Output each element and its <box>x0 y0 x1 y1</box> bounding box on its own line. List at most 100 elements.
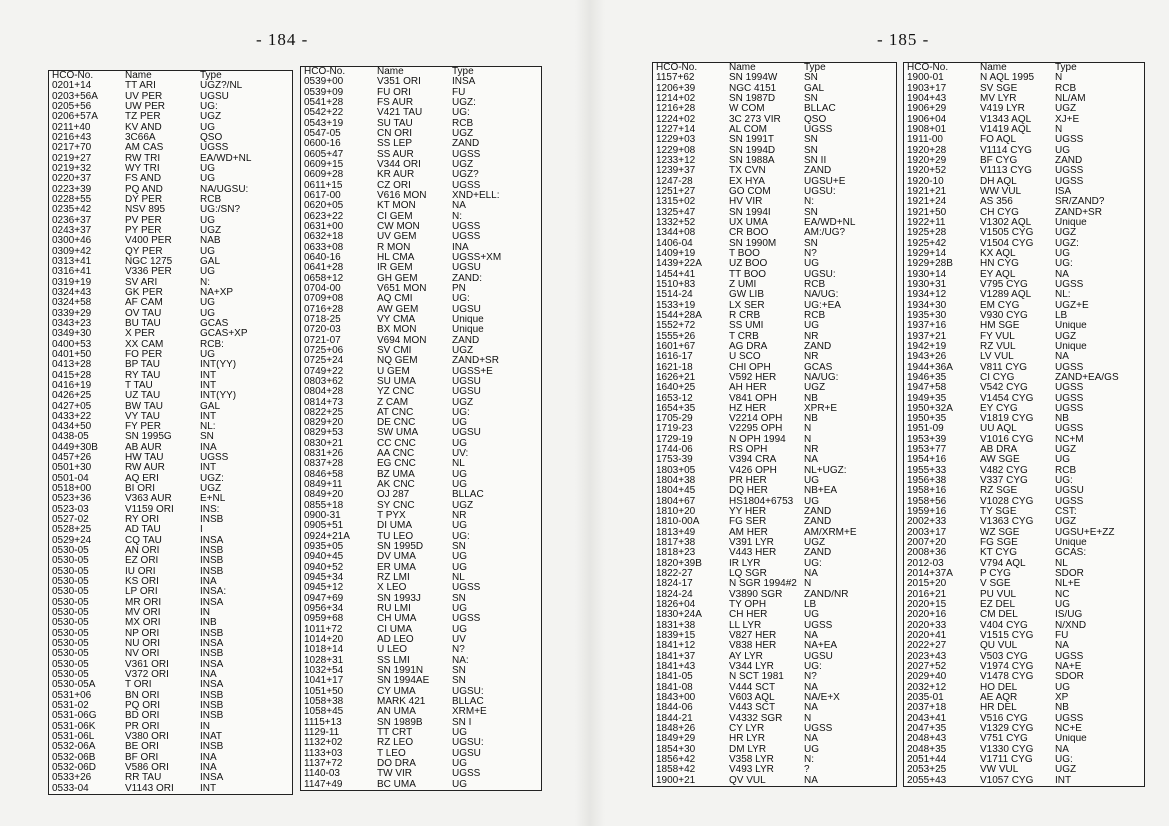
star-name: SN 1991T <box>729 135 775 146</box>
hco-number: 2020+33 <box>907 620 947 631</box>
variable-type: UGSS <box>804 620 833 631</box>
table-row: 0543+19 SU TAU RCB <box>301 119 541 129</box>
variable-type: UG <box>452 758 467 769</box>
variable-type: ZAND/NR <box>804 589 849 600</box>
variable-type: INSB <box>200 649 224 660</box>
star-name: BX MON <box>377 325 417 336</box>
hco-number: 0415+28 <box>52 370 92 381</box>
star-name: P CYG <box>980 569 1011 580</box>
hco-number: 0633+08 <box>304 242 344 253</box>
table-row: 0243+37 PY PER UGZ <box>49 226 292 236</box>
hco-number: 0725+06 <box>304 345 344 356</box>
star-name: V482 CYG <box>980 465 1028 476</box>
variable-type: UGSU <box>1055 486 1084 497</box>
variable-type: UGZ <box>1055 228 1077 239</box>
hco-number: 1920-10 <box>907 176 944 187</box>
star-name: BI ORI <box>125 484 156 495</box>
table-row: 0530-05 IU ORI INSB <box>49 567 292 577</box>
variable-type: ZAND+SR <box>1055 207 1102 218</box>
table-row: 2020+33 V404 CYG N/XND <box>904 621 1144 631</box>
star-name: VY TAU <box>125 411 161 422</box>
table-row: 0457+26 HW TAU UGSS <box>49 453 292 463</box>
hco-number: 0530-05A <box>52 680 96 691</box>
star-name: MARK 421 <box>377 697 426 708</box>
hco-number: 1439+22A <box>656 259 702 270</box>
table-row: 2051+44 V1711 CYG UG: <box>904 755 1144 765</box>
star-name: DQ HER <box>729 486 768 497</box>
table-row: 2032+12 HO DEL UG <box>904 683 1144 693</box>
hco-number: 1925+42 <box>907 238 947 249</box>
variable-type: UGZ <box>1055 331 1077 342</box>
variable-type: UGSS <box>1055 403 1084 414</box>
table-row: 0533-04 V1143 ORI INT <box>49 784 292 794</box>
table-row: 1803+05 V426 OPH NL+UGZ: <box>653 466 896 476</box>
variable-type: LB <box>804 600 817 611</box>
hco-number: 0211+40 <box>52 122 91 133</box>
star-name: R CRB <box>729 310 761 321</box>
variable-type: UG <box>200 174 215 185</box>
variable-type: N <box>804 579 812 590</box>
star-name: SV CMI <box>377 345 412 356</box>
variable-type: INSB <box>200 690 224 701</box>
variable-type: PN <box>452 283 466 294</box>
star-name: OJ 287 <box>377 490 410 501</box>
variable-type: INT <box>200 370 217 381</box>
table-row: 1920+29 BF CYG ZAND <box>904 156 1144 166</box>
variable-type: INSA: <box>200 587 227 598</box>
star-name: FY VUL <box>980 331 1015 342</box>
table-row: 1844-21 V4332 SGR N <box>653 714 896 724</box>
table-row: 0749+22 U GEM UGSS+E <box>301 367 541 377</box>
variable-type: UG <box>452 624 467 635</box>
table-row: 1937+21 FY VUL UGZ <box>904 332 1144 342</box>
star-name: NP ORI <box>125 628 160 639</box>
table-row: 0415+28 RY TAU INT <box>49 371 292 381</box>
variable-type: NC+E <box>1055 724 1082 734</box>
hco-number: 0518+00 <box>52 484 92 495</box>
table-row: 0531-06K PR ORI IN <box>49 722 292 732</box>
hco-number: 0956+34 <box>304 604 344 615</box>
star-name: FO AQL <box>980 135 1017 146</box>
variable-type: SN <box>452 676 466 687</box>
hco-number: 0709+08 <box>304 294 344 305</box>
variable-type: GCAS <box>804 362 833 373</box>
variable-type: UGZ <box>1055 445 1077 456</box>
star-name: V358 LYR <box>729 754 774 765</box>
star-name: HV VIR <box>729 197 763 208</box>
table-row: 0822+25 AT CNC UG: <box>301 408 541 418</box>
table-row: 0532-06B BF ORI INA <box>49 753 292 763</box>
variable-type: UG <box>452 728 467 738</box>
hco-number: 0401+50 <box>52 349 92 360</box>
variable-type: UGSS <box>1055 279 1084 290</box>
table-row: 1804+45 DQ HER NB+EA <box>653 486 896 496</box>
star-name: RW AUR <box>125 463 165 474</box>
hco-number: 0749+22 <box>304 366 344 377</box>
hco-number: 0849+11 <box>304 480 343 491</box>
table-row: 0211+40 KV AND UG <box>49 123 292 133</box>
page-number-left: - 184 - <box>256 30 309 49</box>
star-name: AB AUR <box>125 442 162 453</box>
table-row: 0530-05 KS ORI INA <box>49 577 292 587</box>
table-row: 1935+30 V930 CYG LB <box>904 311 1144 321</box>
hco-number: 0837+28 <box>304 459 344 470</box>
hco-number: 1239+37 <box>656 166 696 177</box>
variable-type: SN <box>200 432 214 443</box>
table-row: 0309+42 QY PER UG <box>49 247 292 257</box>
table-row: 1934+12 V1289 AQL NL: <box>904 290 1144 300</box>
star-name: V651 MON <box>377 283 427 294</box>
hco-number: 1920+28 <box>907 145 947 156</box>
table-row: 1454+41 TT BOO UGSU: <box>653 270 896 280</box>
hco-number: 1903+17 <box>907 83 947 94</box>
table-row: 1822-27 LQ SGR NA <box>653 569 896 579</box>
star-name: T CRB <box>729 331 759 342</box>
table-row: 1921+21 WW VUL ISA <box>904 187 1144 197</box>
table-row: 0427+05 BW TAU GAL <box>49 402 292 412</box>
variable-type: SR/ZAND? <box>1055 197 1105 208</box>
hco-number: 0206+57A <box>52 112 98 123</box>
star-name: TU LEO <box>377 531 414 542</box>
variable-type: SN <box>452 666 466 677</box>
hco-number: 0542+22 <box>304 108 344 119</box>
hco-number: 1854+30 <box>656 744 696 755</box>
hco-number: 0339+29 <box>52 308 92 319</box>
hco-number: 1921+50 <box>907 207 947 218</box>
star-name: V426 OPH <box>729 465 777 476</box>
